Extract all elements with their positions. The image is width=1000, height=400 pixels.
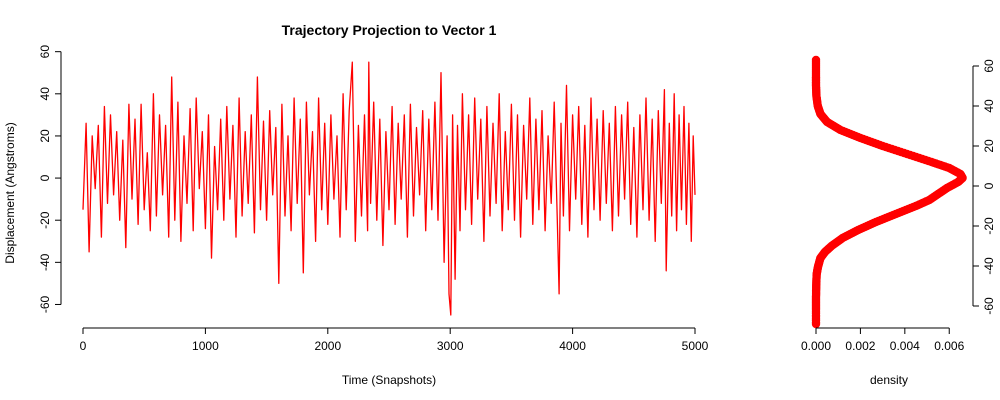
density-x-tick-label: 0.000 — [801, 339, 831, 353]
y-tick-label: 60 — [38, 45, 52, 59]
x-tick-label: 2000 — [314, 339, 341, 353]
x-tick-label: 0 — [80, 339, 87, 353]
density-y-axis-ticks: -60 -40 -20 0 20 40 60 — [973, 59, 996, 315]
main-plot: 0 1000 2000 3000 4000 5000 -60 -40 -20 0 20 40 60 T… — [3, 45, 709, 387]
density-x-tick-label: 0.006 — [934, 339, 964, 353]
density-point — [811, 319, 821, 329]
density-y-tick-label: 0 — [982, 182, 996, 189]
y-axis-label: Displacement (Angstroms) — [3, 122, 17, 263]
y-tick-label: -20 — [38, 211, 52, 229]
x-tick-label: 1000 — [192, 339, 219, 353]
density-y-tick-label: 40 — [982, 99, 996, 113]
y-tick-label: -60 — [38, 295, 52, 313]
density-plot: 0.000 0.002 0.004 0.006 -60 -40 -20 0 20 40 60 de… — [801, 55, 996, 387]
y-tick-label: 20 — [38, 129, 52, 143]
x-tick-label: 4000 — [559, 339, 586, 353]
density-x-axis-ticks: 0.000 0.002 0.004 0.006 — [801, 328, 965, 353]
x-axis-ticks: 0 1000 2000 3000 4000 5000 — [80, 328, 709, 353]
y-tick-label: 40 — [38, 87, 52, 101]
density-x-axis-label: density — [870, 373, 908, 387]
y-tick-label: 0 — [38, 174, 52, 181]
trajectory-series-line — [82, 61, 696, 316]
x-tick-label: 5000 — [682, 339, 709, 353]
density-y-tick-label: 20 — [982, 139, 996, 153]
y-tick-label: -40 — [38, 253, 52, 271]
y-axis-ticks: -60 -40 -20 0 20 40 60 — [38, 45, 61, 313]
density-x-tick-label: 0.002 — [845, 339, 875, 353]
x-tick-label: 3000 — [437, 339, 464, 353]
density-y-tick-label: -60 — [982, 297, 996, 315]
density-x-tick-label: 0.004 — [890, 339, 920, 353]
density-y-tick-label: 60 — [982, 59, 996, 73]
x-axis-label: Time (Snapshots) — [342, 373, 436, 387]
density-y-tick-label: -40 — [982, 257, 996, 275]
chart-title: Trajectory Projection to Vector 1 — [282, 22, 497, 38]
density-series — [811, 55, 967, 329]
density-y-tick-label: -20 — [982, 217, 996, 235]
